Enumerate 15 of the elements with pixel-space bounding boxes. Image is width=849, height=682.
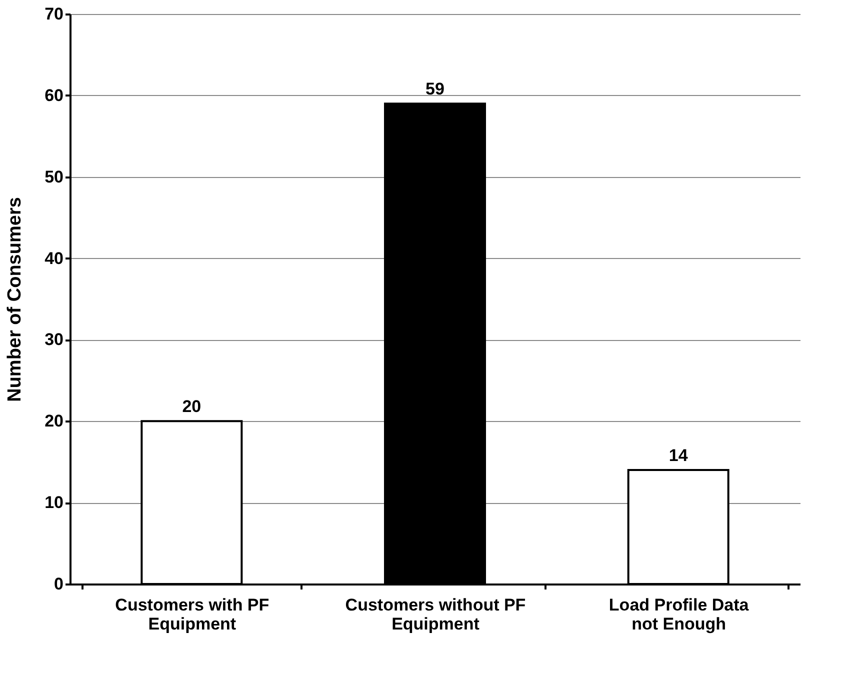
y-tick-label: 70 <box>44 4 64 24</box>
y-tick-label: 50 <box>44 167 64 186</box>
y-axis-title: Number of Consumers <box>4 197 26 402</box>
y-tick-label: 40 <box>44 248 64 268</box>
y-tick-label: 20 <box>44 412 64 431</box>
data-label: 20 <box>182 397 202 416</box>
y-tick-label: 60 <box>44 86 64 105</box>
x-tick-label: Customers without PF Equipment <box>345 596 526 634</box>
data-label: 59 <box>426 80 444 99</box>
y-tick-label: 30 <box>44 330 64 350</box>
y-tick-label: 10 <box>44 493 64 512</box>
x-tick-label: Load Profile Data not Enough <box>608 596 750 634</box>
x-tick-label: Customers with PF Equipment <box>115 596 270 634</box>
y-tick-label: 0 <box>54 574 64 594</box>
data-label: 14 <box>668 446 688 465</box>
